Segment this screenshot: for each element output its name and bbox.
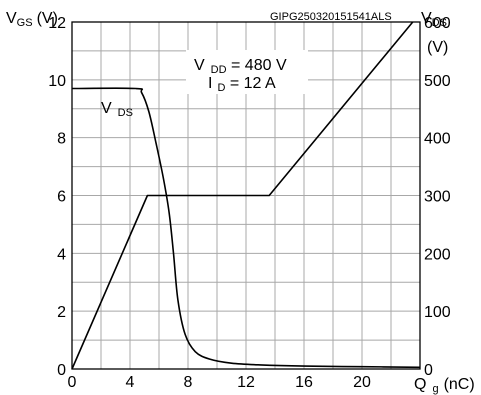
right-tick-label: 200 xyxy=(424,246,451,263)
x-tick-label: 20 xyxy=(353,374,371,391)
right-axis-title-sub: DS xyxy=(432,17,447,29)
left-tick-label: 2 xyxy=(57,304,66,321)
right-tick-label: 0 xyxy=(424,362,433,379)
left-axis-title-sub: GS xyxy=(17,17,33,29)
left-tick-label: 8 xyxy=(57,131,66,148)
x-axis-title-main: Q xyxy=(414,376,426,393)
vds-series-line xyxy=(71,87,421,369)
left-tick-label: 4 xyxy=(57,246,66,263)
x-tick-label: 8 xyxy=(184,374,193,391)
left-axis-title-main: V xyxy=(6,10,17,27)
right-tick-label: 600 xyxy=(424,15,451,32)
x-axis-title-unit: (nC) xyxy=(444,376,475,393)
left-axis-ticks: 0 2 4 6 8 10 12 xyxy=(48,15,66,379)
annotation-background xyxy=(186,50,308,94)
right-tick-label: 400 xyxy=(424,131,451,148)
watermark-text: GIPG250320151541ALS xyxy=(270,11,392,23)
vdd-main: V xyxy=(194,57,205,74)
vds-curve-label-main: V xyxy=(101,100,112,117)
right-axis-title: VDS xyxy=(421,10,447,29)
x-tick-label: 0 xyxy=(68,374,77,391)
series-layer xyxy=(71,21,421,370)
vdd-annotation: V DD = 480 V xyxy=(194,57,287,76)
x-axis-title-sub: g xyxy=(432,383,438,395)
vgs-series-line xyxy=(71,21,414,370)
right-tick-label: 100 xyxy=(424,304,451,321)
left-tick-label: 6 xyxy=(57,189,66,206)
x-axis-ticks: 0 4 8 12 16 20 xyxy=(68,374,371,391)
id-value: = 12 A xyxy=(225,75,276,92)
x-tick-label: 12 xyxy=(237,374,255,391)
vdd-value: = 480 V xyxy=(227,57,287,74)
right-tick-label: 500 xyxy=(424,73,451,90)
right-axis-title-main: V xyxy=(421,10,432,27)
right-tick-label: 300 xyxy=(424,189,451,206)
left-axis-title: VGS (V) xyxy=(6,10,58,29)
vdd-sub: DD xyxy=(211,64,227,76)
vds-curve-label: V DS xyxy=(101,100,133,119)
plot-frame xyxy=(71,21,421,370)
x-tick-label: 4 xyxy=(126,374,135,391)
right-axis-ticks: 0 100 200 300 400 500 600 xyxy=(424,15,451,379)
vds-curve-label-sub: DS xyxy=(118,107,133,119)
left-axis-title-unit: (V) xyxy=(37,10,58,27)
x-tick-label: 16 xyxy=(295,374,313,391)
id-sub: D xyxy=(217,82,225,94)
right-axis-unit: (V) xyxy=(427,39,448,56)
left-tick-label: 0 xyxy=(57,362,66,379)
left-tick-label: 10 xyxy=(48,73,66,90)
id-main: I xyxy=(208,75,212,92)
left-tick-label: 12 xyxy=(48,15,66,32)
